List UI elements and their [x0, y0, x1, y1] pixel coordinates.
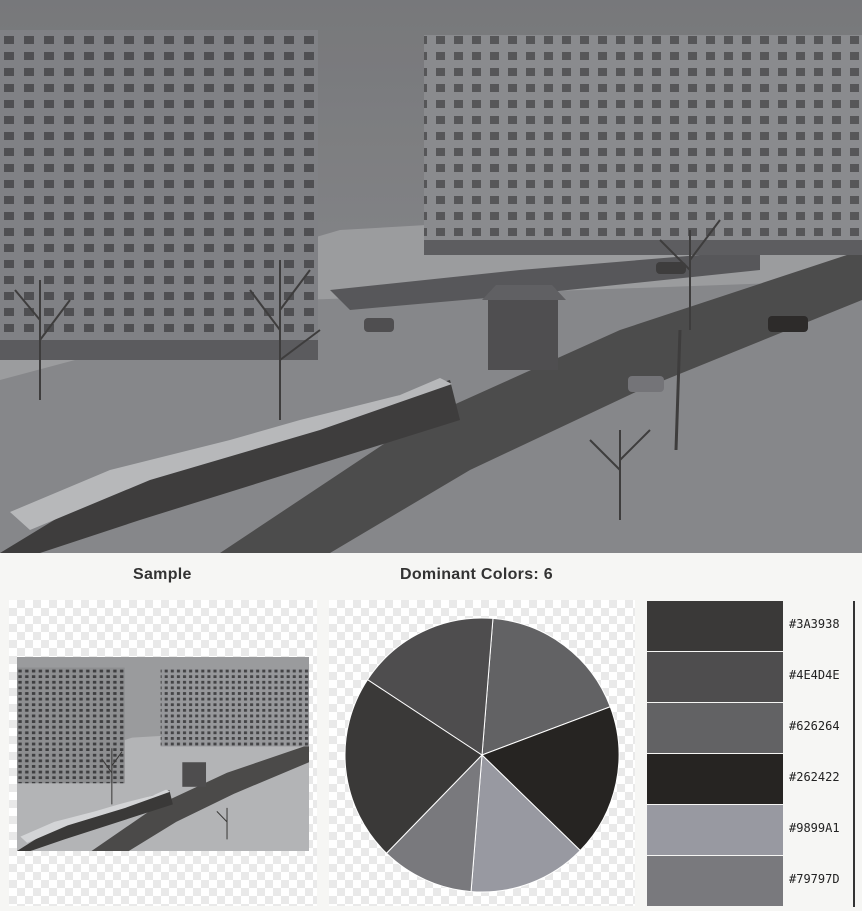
sample-thumbnail: [17, 657, 309, 851]
color-swatch: [647, 754, 783, 804]
pie-slice: [344, 678, 483, 854]
swatch-list-divider: [853, 601, 855, 907]
pie-slice: [481, 706, 620, 852]
color-hex-label: #3A3938: [789, 617, 840, 631]
dominant-colors-heading: Dominant Colors: 6: [400, 566, 553, 583]
color-swatch: [647, 856, 783, 906]
color-swatch-list: #3A3938 #4E4D4E #626264 #262422 #9899A1 #7979…: [647, 601, 857, 907]
hero-photo: [0, 0, 862, 553]
color-hex-label: #4E4D4E: [789, 668, 840, 682]
color-swatch-row: #262422: [647, 754, 855, 805]
pie-slice: [470, 753, 581, 893]
color-hex-label: #79797D: [789, 872, 840, 886]
pie-slice: [366, 617, 494, 756]
dominant-colors-pie-chart: [344, 617, 620, 893]
color-swatch-row: #79797D: [647, 856, 855, 907]
color-hex-label: #626264: [789, 719, 840, 733]
color-swatch-row: #3A3938: [647, 601, 855, 652]
sample-heading: Sample: [133, 566, 192, 583]
pie-slice: [481, 617, 611, 756]
color-swatch-row: #4E4D4E: [647, 652, 855, 703]
color-hex-label: #9899A1: [789, 821, 840, 835]
color-swatch: [647, 703, 783, 753]
pie-slice: [385, 753, 483, 893]
color-hex-label: #262422: [789, 770, 840, 784]
color-swatch: [647, 652, 783, 702]
sample-panel: [9, 600, 317, 906]
color-swatch-row: #626264: [647, 703, 855, 754]
color-swatch: [647, 601, 783, 651]
color-swatch: [647, 805, 783, 855]
pie-chart-panel: [329, 600, 635, 906]
color-swatch-row: #9899A1: [647, 805, 855, 856]
